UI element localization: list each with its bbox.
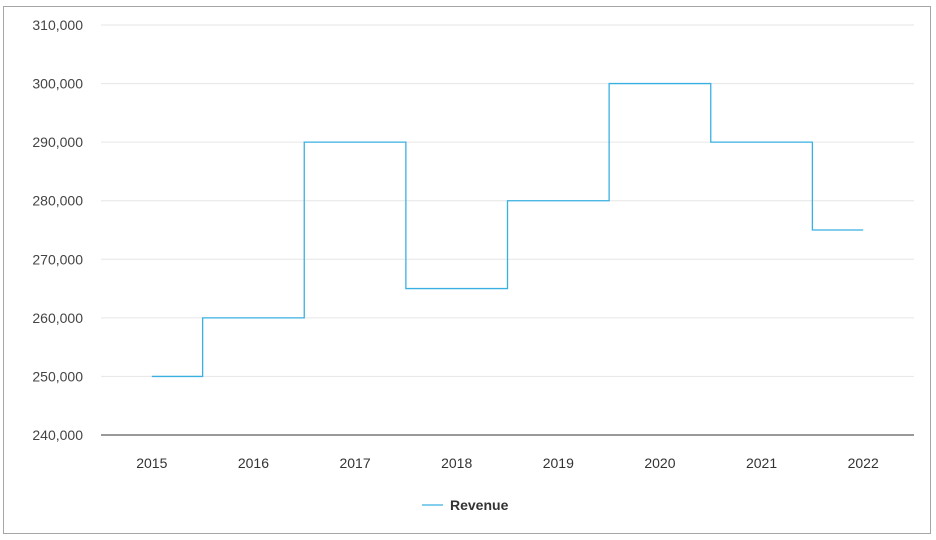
y-tick-label: 310,000 <box>32 17 83 33</box>
y-tick-label: 250,000 <box>32 368 83 384</box>
revenue-series-line <box>151 82 864 378</box>
x-tick-label: 2015 <box>136 455 167 471</box>
y-tick-label: 280,000 <box>32 193 83 209</box>
y-tick-label: 300,000 <box>32 76 83 92</box>
y-tick-label: 240,000 <box>32 427 83 443</box>
x-tick-label: 2020 <box>644 455 675 471</box>
x-tick-label: 2019 <box>543 455 574 471</box>
legend[interactable]: Revenue <box>422 497 509 513</box>
legend-label-revenue: Revenue <box>450 497 509 513</box>
x-tick-label: 2017 <box>339 455 370 471</box>
y-axis-ticks: 240,000 250,000 260,000 270,000 280,000 290,0… <box>32 17 83 443</box>
x-tick-label: 2022 <box>848 455 879 471</box>
y-tick-label: 270,000 <box>32 251 83 267</box>
chart-frame <box>3 6 931 534</box>
y-tick-label: 260,000 <box>32 310 83 326</box>
x-tick-label: 2021 <box>746 455 777 471</box>
y-tick-label: 290,000 <box>32 134 83 150</box>
x-tick-label: 2018 <box>441 455 472 471</box>
x-axis-ticks: 2015 2016 2017 2018 2019 2020 2021 2022 <box>136 455 879 471</box>
x-tick-label: 2016 <box>238 455 269 471</box>
